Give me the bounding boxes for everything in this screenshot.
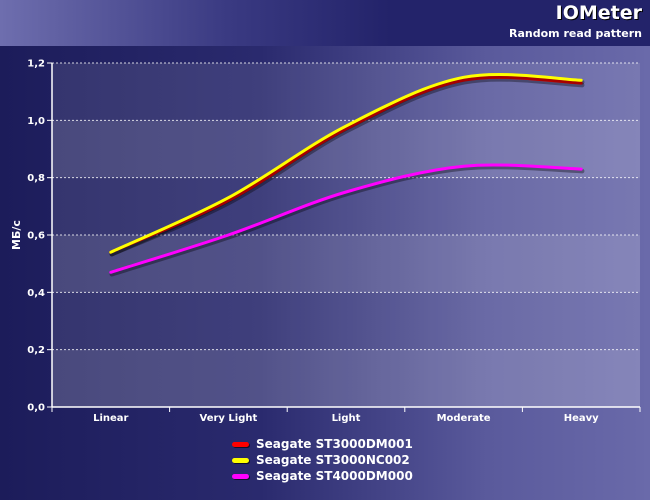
legend-swatch [232, 473, 249, 479]
series-shadow-0 [109, 77, 585, 257]
legend-label: Seagate ST3000NC002 [256, 453, 410, 467]
y-tick-label: 0,8 [27, 173, 45, 184]
legend: Seagate ST3000DM001 Seagate ST3000NC002 Se… [232, 436, 413, 484]
y-tick-label: 0,6 [27, 231, 45, 242]
y-tick-label: 1,2 [27, 59, 45, 70]
y-tick-label: 0,2 [27, 345, 45, 356]
y-axis-label: МБ/с [10, 220, 23, 250]
plot-band [52, 235, 640, 293]
legend-item-0: Seagate ST3000DM001 [232, 436, 413, 452]
x-tick-label: Linear [93, 413, 128, 424]
series-line-0 [109, 75, 583, 254]
x-tick-label: Moderate [437, 413, 491, 424]
chart-title: IOMeter [555, 2, 642, 24]
legend-label: Seagate ST4000DM000 [256, 469, 413, 483]
series-line-2 [109, 163, 583, 274]
chart-subtitle: Random read pattern [509, 27, 642, 40]
header-banner: IOMeter Random read pattern [0, 0, 650, 46]
legend-item-2: Seagate ST4000DM000 [232, 468, 413, 484]
legend-swatch [232, 441, 249, 447]
series-line-1 [109, 72, 583, 254]
legend-label: Seagate ST3000DM001 [256, 437, 413, 451]
legend-swatch [232, 457, 249, 463]
y-tick-label: 1,0 [27, 116, 45, 127]
x-tick-label: Very Light [200, 413, 258, 424]
y-tick-label: 0,4 [27, 288, 45, 299]
x-tick-label: Heavy [564, 413, 599, 424]
y-tick-label: 0,0 [27, 403, 45, 414]
series-shadow-1 [109, 74, 585, 257]
legend-item-1: Seagate ST3000NC002 [232, 452, 413, 468]
series-shadow-2 [109, 164, 585, 277]
x-tick-label: Light [332, 413, 361, 424]
plot-band [52, 349, 640, 407]
